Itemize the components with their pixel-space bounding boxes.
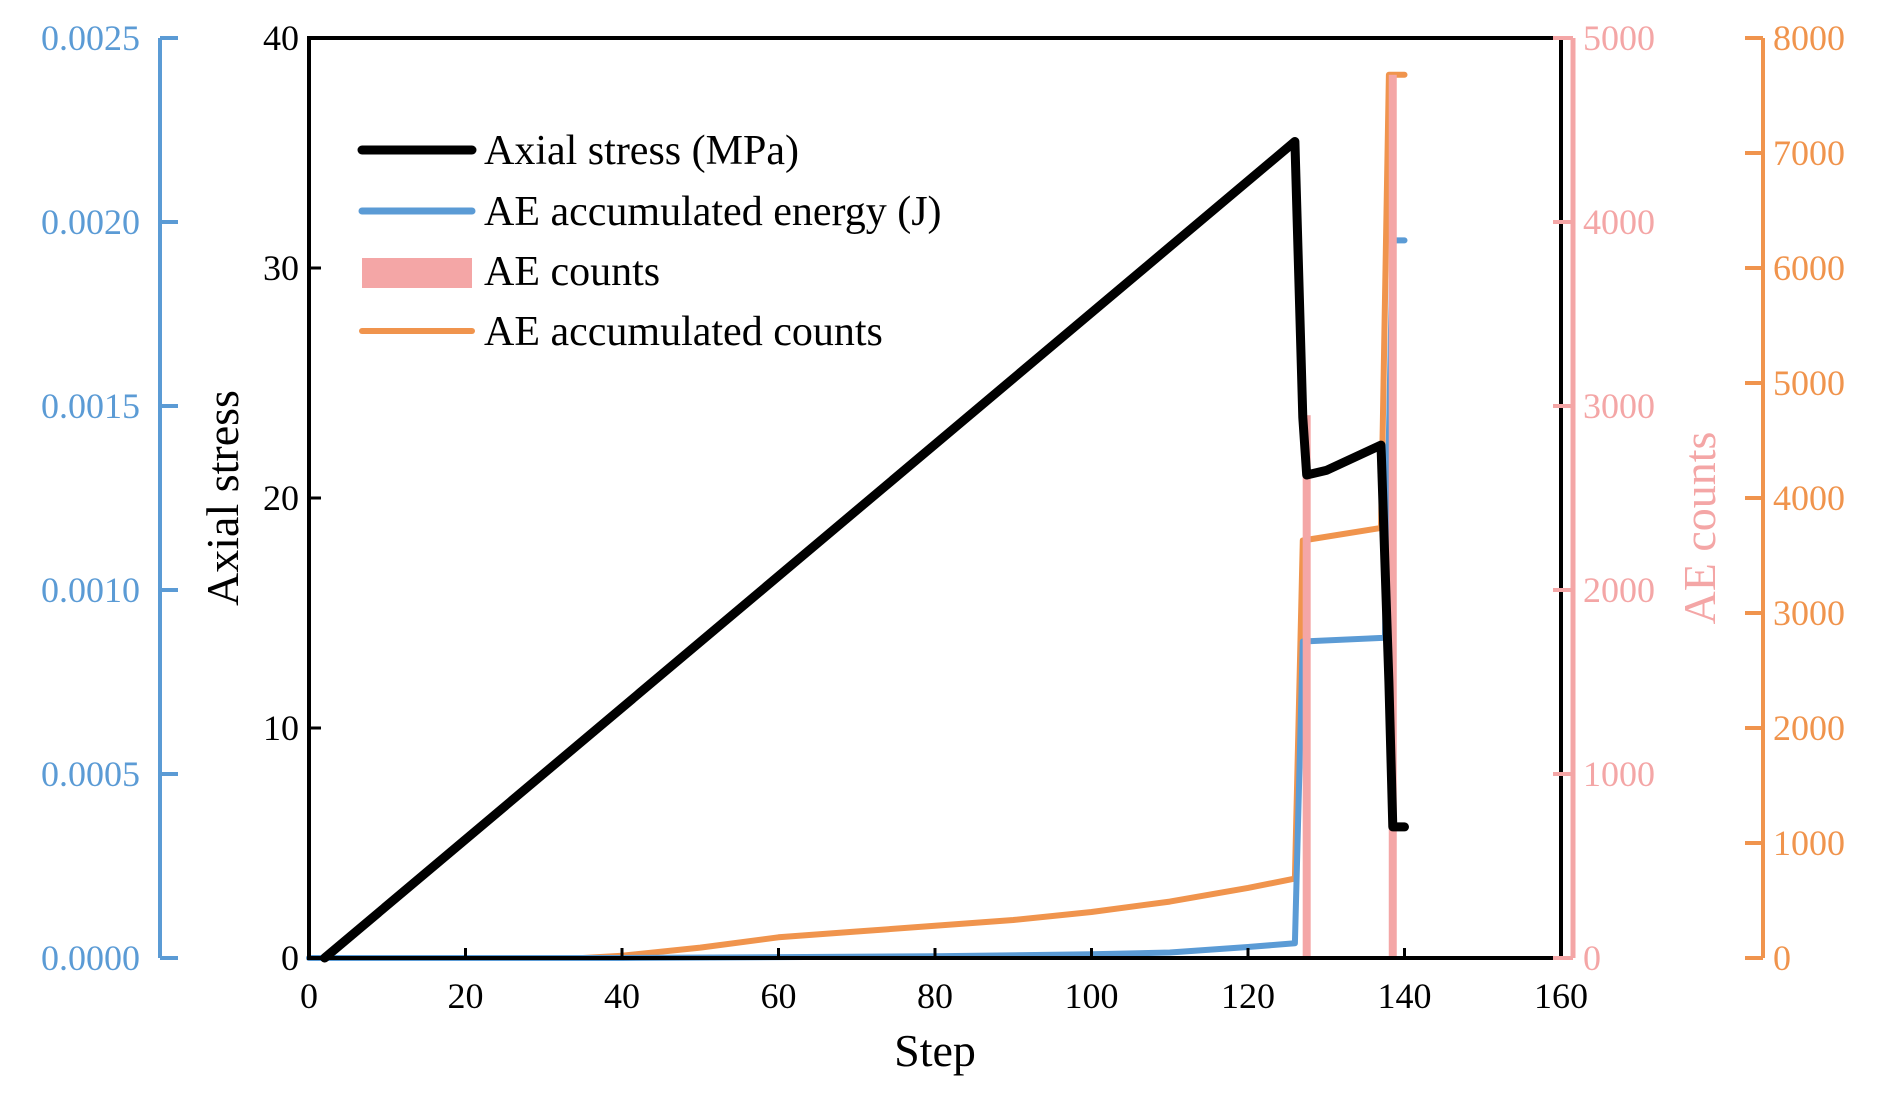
- x-tick-label: 0: [300, 976, 318, 1016]
- stress-tick-label: 40: [263, 18, 299, 58]
- accumulated-tick-label: 2000: [1773, 708, 1845, 748]
- counts-tick-label: 2000: [1583, 570, 1655, 610]
- stress-tick-label: 0: [281, 938, 299, 978]
- accumulated-tick-label: 0: [1773, 938, 1791, 978]
- x-tick-label: 100: [1065, 976, 1119, 1016]
- axial-stress-line: [320, 137, 1409, 963]
- x-tick-label: 60: [761, 976, 797, 1016]
- stress-tick-label: 10: [263, 708, 299, 748]
- accumulated-tick-label: 1000: [1773, 823, 1845, 863]
- x-tick-label: 80: [917, 976, 953, 1016]
- accumulated-tick-label: 6000: [1773, 248, 1845, 288]
- ae-accumulated-counts-line: [306, 71, 1408, 961]
- energy-tick-label: 0.0025: [41, 18, 140, 58]
- counts-axis-title: AE counts: [1674, 432, 1725, 625]
- x-tick-label: 20: [448, 976, 484, 1016]
- legend: Axial stress (MPa) AE accumulated energy …: [357, 128, 942, 355]
- x-tick-label: 160: [1534, 976, 1588, 1016]
- counts-tick-label: 4000: [1583, 202, 1655, 242]
- legend-accumulated-label: AE accumulated counts: [484, 309, 883, 355]
- plot-frame: [307, 36, 1563, 960]
- legend-energy-label: AE accumulated energy (J): [484, 189, 942, 235]
- x-tick-label: 120: [1221, 976, 1275, 1016]
- energy-tick-label: 0.0020: [41, 202, 140, 242]
- ae-counts-bar: [1388, 74, 1397, 959]
- x-tick-label: 40: [604, 976, 640, 1016]
- energy-tick-label: 0.0005: [41, 754, 140, 794]
- counts-tick-label: 0: [1583, 938, 1601, 978]
- accumulated-tick-label: 4000: [1773, 478, 1845, 518]
- axes-layer: 0 20 40 60 80 100 120 140 160 Step 0 10 20 30 40 Axial …: [41, 18, 1845, 1076]
- accumulated-tick-label: 8000: [1773, 18, 1845, 58]
- accumulated-tick-label: 3000: [1773, 593, 1845, 633]
- counts-tick-label: 5000: [1583, 18, 1655, 58]
- energy-tick-label: 0.0010: [41, 570, 140, 610]
- stress-tick-label: 20: [263, 478, 299, 518]
- energy-tick-label: 0.0015: [41, 386, 140, 426]
- stress-axis-title: Axial stress: [197, 390, 248, 606]
- legend-stress-label: Axial stress (MPa): [484, 128, 799, 174]
- stress-tick-label: 30: [263, 248, 299, 288]
- counts-tick-label: 3000: [1583, 386, 1655, 426]
- ae-counts-bar: [1302, 415, 1311, 958]
- x-axis-title: Step: [894, 1025, 976, 1076]
- x-tick-label: 140: [1378, 976, 1432, 1016]
- legend-counts-swatch: [362, 258, 472, 288]
- energy-tick-label: 0.0000: [41, 938, 140, 978]
- accumulated-tick-label: 7000: [1773, 133, 1845, 173]
- legend-counts-label: AE counts: [484, 249, 660, 295]
- accumulated-tick-label: 5000: [1773, 363, 1845, 403]
- counts-tick-label: 1000: [1583, 754, 1655, 794]
